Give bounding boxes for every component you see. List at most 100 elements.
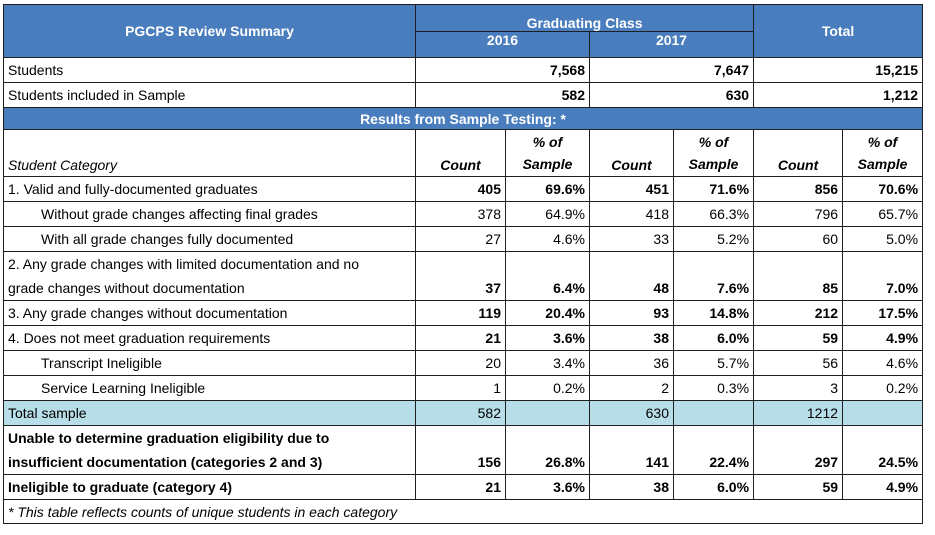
pct-2016: 69.6% xyxy=(505,176,590,202)
row-label: Students included in Sample xyxy=(3,82,416,108)
count-2017: 36 xyxy=(589,350,674,376)
pct-2017: 6.0% xyxy=(672,325,755,351)
table-row: 3. Any grade changes without documentati… xyxy=(3,300,924,326)
count-2017: 2 xyxy=(589,375,674,401)
table-row: Service Learning Ineligible 1 0.2% 2 0.3… xyxy=(3,375,924,401)
count-header-total: Count xyxy=(753,129,844,177)
pct-2016: 4.6% xyxy=(505,226,590,252)
sample-row: Students included in Sample 582 630 1,21… xyxy=(3,82,924,108)
pct-total: 4.9% xyxy=(842,325,924,351)
count-total: 856 xyxy=(753,176,844,202)
empty-cell xyxy=(672,400,755,426)
count-2016: 20 xyxy=(415,350,506,376)
row-label: Students xyxy=(3,57,416,83)
count-2016: 37 xyxy=(415,251,506,301)
count-total: 796 xyxy=(753,201,844,227)
subheader-row: Student Category Count % of Sample Count … xyxy=(3,129,924,177)
pct-2017: 66.3% xyxy=(672,201,755,227)
sample-2016: 582 xyxy=(415,82,590,108)
students-total: 15,215 xyxy=(753,57,924,83)
pct-header-2016: % of Sample xyxy=(505,129,590,177)
row-label: Ineligible to graduate (category 4) xyxy=(3,474,416,500)
count-header-2016: Count xyxy=(415,129,506,177)
count-2016: 378 xyxy=(415,201,506,227)
pct-total: 0.2% xyxy=(842,375,924,401)
pct-total: 7.0% xyxy=(842,251,924,301)
row-label: 2. Any grade changes with limited docume… xyxy=(3,251,416,301)
pct-total: 70.6% xyxy=(842,176,924,202)
table-row: 2. Any grade changes with limited docume… xyxy=(3,251,924,301)
pct-total: 17.5% xyxy=(842,300,924,326)
pct-2017: 6.0% xyxy=(672,474,755,500)
pct-line2: Sample xyxy=(688,156,739,172)
students-2016: 7,568 xyxy=(415,57,590,83)
review-summary-table: PGCPS Review Summary Graduating Class To… xyxy=(2,4,924,524)
pct-header-2017: % of Sample xyxy=(672,129,755,177)
ineligible-row: Ineligible to graduate (category 4) 21 3… xyxy=(3,474,924,500)
count-2017: 141 xyxy=(589,425,674,475)
pct-total: 24.5% xyxy=(842,425,924,475)
count-total: 59 xyxy=(753,325,844,351)
row-label: Total sample xyxy=(3,400,416,426)
count-2017: 630 xyxy=(589,400,674,426)
pct-2017: 14.8% xyxy=(672,300,755,326)
pct-2017: 7.6% xyxy=(672,251,755,301)
count-2017: 38 xyxy=(589,325,674,351)
count-total: 60 xyxy=(753,226,844,252)
pct-total: 4.9% xyxy=(842,474,924,500)
sample-2017: 630 xyxy=(588,82,755,108)
row-label: Unable to determine graduation eligibili… xyxy=(3,425,416,475)
empty-cell xyxy=(842,400,924,426)
count-2016: 582 xyxy=(415,400,506,426)
footnote: * This table reflects counts of unique s… xyxy=(2,499,924,524)
count-total: 3 xyxy=(753,375,844,401)
pct-total: 5.0% xyxy=(842,226,924,252)
pct-total: 4.6% xyxy=(842,350,924,376)
count-2016: 27 xyxy=(415,226,506,252)
row-label: 3. Any grade changes without documentati… xyxy=(3,300,416,326)
count-2016: 156 xyxy=(415,425,506,475)
count-2016: 1 xyxy=(415,375,506,401)
count-2016: 119 xyxy=(415,300,506,326)
row-label: Without grade changes affecting final gr… xyxy=(3,201,416,227)
row-label-line2: insufficient documentation (categories 2… xyxy=(8,454,323,470)
total-header: Total xyxy=(753,4,924,58)
row-label: 4. Does not meet graduation requirements xyxy=(3,325,416,351)
students-2017: 7,647 xyxy=(588,57,755,83)
pct-2016: 26.8% xyxy=(505,425,590,475)
row-label-line1: 2. Any grade changes with limited docume… xyxy=(8,256,360,272)
pct-2016: 3.6% xyxy=(505,474,590,500)
pct-2016: 3.6% xyxy=(505,325,590,351)
empty-cell xyxy=(505,400,590,426)
count-header-2017: Count xyxy=(589,129,674,177)
total-sample-row: Total sample 582 630 1212 xyxy=(3,400,924,426)
count-2017: 451 xyxy=(589,176,674,202)
count-2017: 93 xyxy=(589,300,674,326)
count-2017: 38 xyxy=(589,474,674,500)
count-total: 297 xyxy=(753,425,844,475)
count-total: 1212 xyxy=(753,400,844,426)
table-title: PGCPS Review Summary xyxy=(3,4,416,58)
year-row: 2016 2017 xyxy=(4,31,923,58)
count-total: 56 xyxy=(753,350,844,376)
year-2016: 2016 xyxy=(415,31,590,58)
pct-2017: 0.3% xyxy=(672,375,755,401)
table-row: 1. Valid and fully-documented graduates … xyxy=(3,176,924,202)
pct-2017: 5.2% xyxy=(672,226,755,252)
row-label: 1. Valid and fully-documented graduates xyxy=(3,176,416,202)
row-label: Transcript Ineligible xyxy=(3,350,416,376)
row-label: With all grade changes fully documented xyxy=(3,226,416,252)
header-row: PGCPS Review Summary Graduating Class To… xyxy=(3,4,924,58)
students-row: Students 7,568 7,647 15,215 xyxy=(3,57,924,83)
graduating-class-label: Graduating Class xyxy=(414,4,754,32)
pct-2016: 6.4% xyxy=(505,251,590,301)
row-label-line2: grade changes without documentation xyxy=(8,280,245,296)
footnote-row: * This table reflects counts of unique s… xyxy=(2,499,924,524)
pct-line1: % of xyxy=(867,134,898,150)
results-banner-row: Results from Sample Testing: * xyxy=(2,107,924,130)
count-2017: 33 xyxy=(589,226,674,252)
count-total: 59 xyxy=(753,474,844,500)
pct-line2: Sample xyxy=(522,156,573,172)
year-2017: 2017 xyxy=(588,31,755,58)
pct-line2: Sample xyxy=(857,156,908,172)
